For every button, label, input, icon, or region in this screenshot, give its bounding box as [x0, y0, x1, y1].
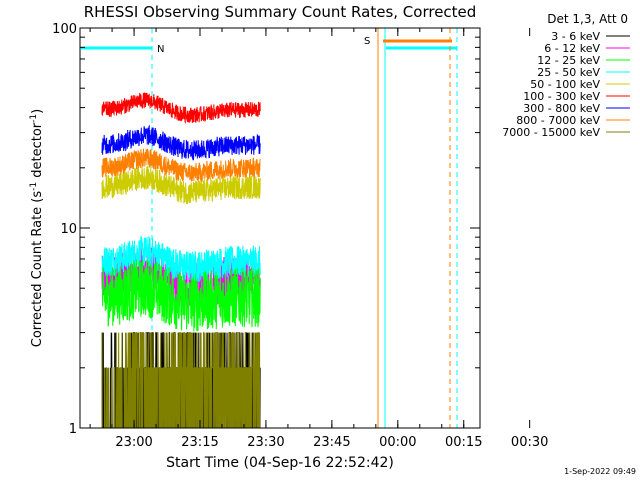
legend-label: 7000 - 15000 keV [502, 126, 600, 139]
series-line [101, 148, 261, 182]
series-line [101, 259, 261, 332]
x-tick-label: 00:00 [379, 435, 416, 450]
annotation-n: N [157, 44, 164, 55]
y-tick-label: 100 [52, 22, 77, 37]
legend-label: 25 - 50 keV [537, 66, 600, 79]
legend-label: 12 - 25 keV [537, 54, 600, 67]
x-tick-label: 00:30 [511, 435, 548, 450]
x-tick-label: 23:30 [247, 435, 284, 450]
series-line [101, 165, 261, 205]
x-tick-label: 00:15 [445, 435, 482, 450]
legend-label: 50 - 100 keV [530, 78, 600, 91]
x-tick-label: 23:00 [115, 435, 152, 450]
legend-header: Det 1,3, Att 0 [547, 12, 628, 26]
series-line [101, 92, 261, 125]
legend-label: 300 - 800 keV [523, 102, 600, 115]
legend-label: 3 - 6 keV [551, 30, 600, 43]
legend-label: 100 - 300 keV [523, 90, 600, 103]
y-tick-label: 10 [60, 222, 77, 237]
legend-label: 800 - 7000 keV [516, 114, 600, 127]
footer-timestamp: 1-Sep-2022 09:49 [564, 467, 636, 476]
y-axis-label: Corrected Count Rate (s-1 detector-1) [29, 109, 45, 347]
series-line [101, 124, 261, 161]
x-tick-label: 23:45 [313, 435, 350, 450]
y-tick-label: 1 [69, 422, 77, 437]
legend-label: 6 - 12 keV [544, 42, 600, 55]
x-tick-label: 23:15 [181, 435, 218, 450]
annotation-s: S [364, 36, 370, 47]
x-axis-label: Start Time (04-Sep-16 22:52:42) [166, 455, 394, 471]
series-line [101, 235, 261, 282]
chart-title: RHESSI Observing Summary Count Rates, Co… [84, 3, 477, 21]
